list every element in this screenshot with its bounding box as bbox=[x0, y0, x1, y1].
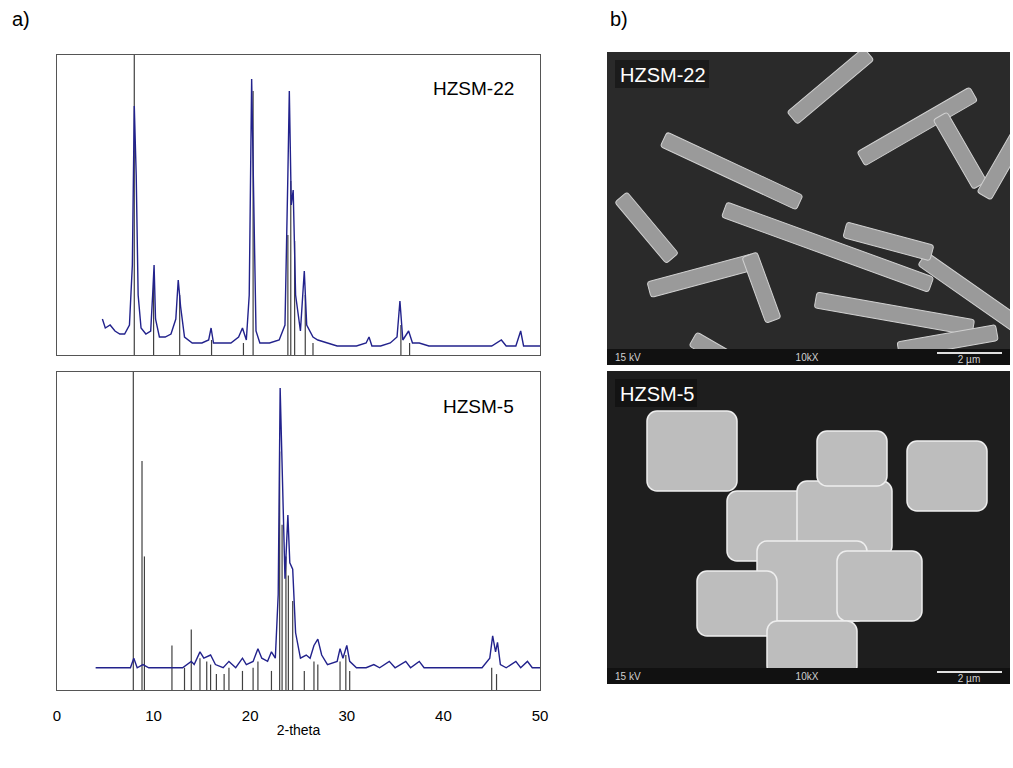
svg-text:10kX: 10kX bbox=[796, 352, 819, 363]
html-text:b): b) bbox=[610, 8, 628, 30]
svg-text:HZSM-22: HZSM-22 bbox=[433, 78, 514, 99]
svg-text:50: 50 bbox=[532, 707, 549, 724]
svg-text:15 kV: 15 kV bbox=[615, 352, 641, 363]
svg-text:10kX: 10kX bbox=[796, 671, 819, 682]
svg-text:40: 40 bbox=[435, 707, 452, 724]
svg-text:30: 30 bbox=[338, 707, 355, 724]
html-text:a): a) bbox=[12, 8, 30, 30]
svg-text:HZSM-5: HZSM-5 bbox=[443, 396, 514, 417]
svg-text:20: 20 bbox=[242, 707, 259, 724]
svg-text:2 µm: 2 µm bbox=[958, 354, 980, 365]
svg-text:10: 10 bbox=[145, 707, 162, 724]
svg-text:15 kV: 15 kV bbox=[615, 671, 641, 682]
svg-text:HZSM-22: HZSM-22 bbox=[620, 64, 706, 86]
svg-text:HZSM-5: HZSM-5 bbox=[620, 383, 694, 405]
svg-text:2-theta: 2-theta bbox=[277, 722, 321, 738]
svg-text:0: 0 bbox=[53, 707, 61, 724]
svg-text:2 µm: 2 µm bbox=[958, 673, 980, 684]
